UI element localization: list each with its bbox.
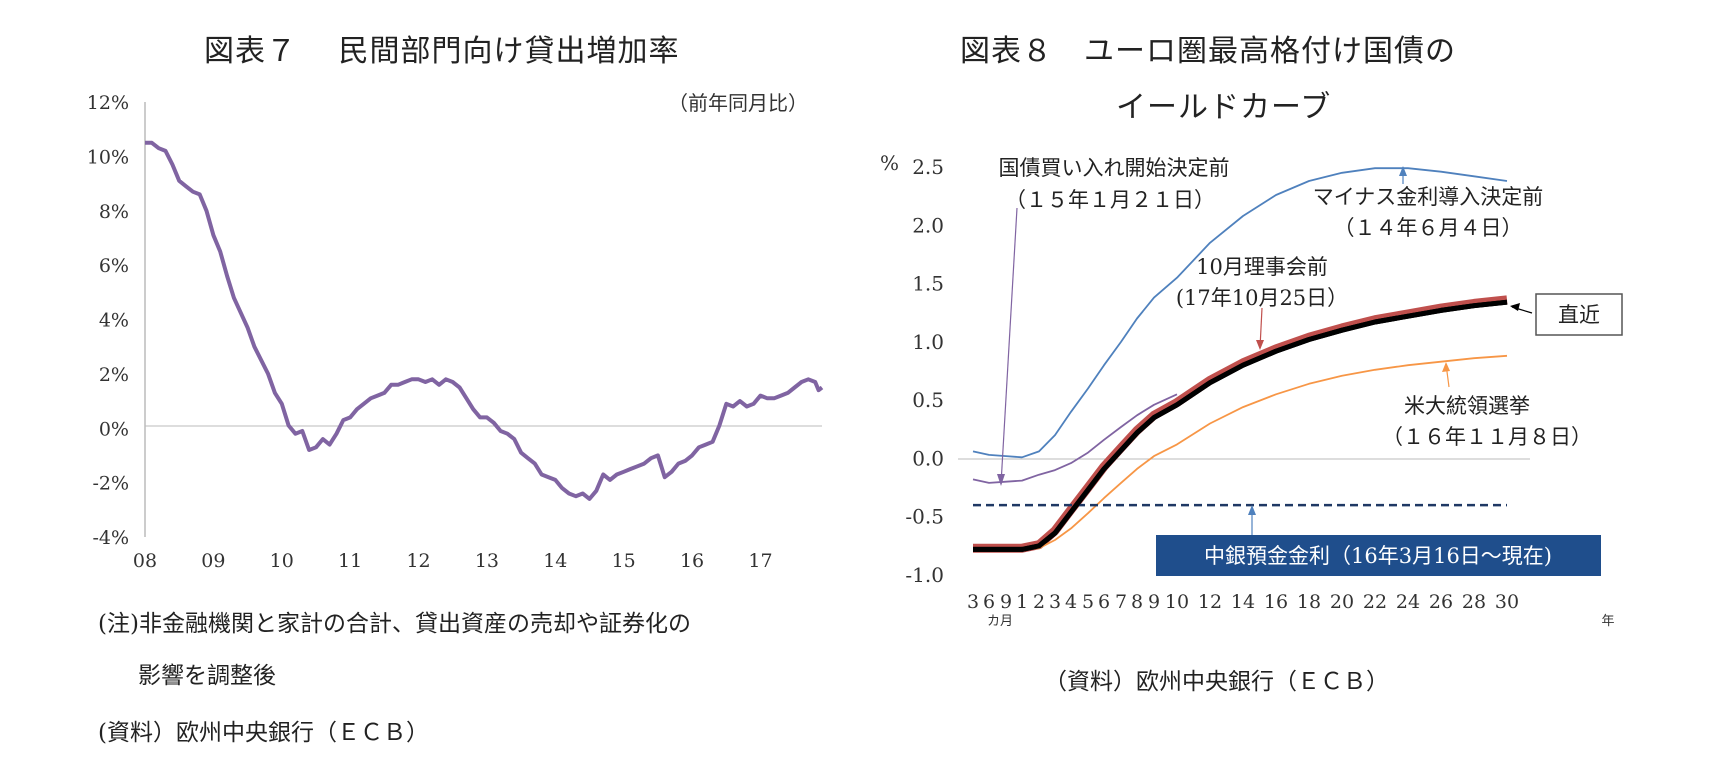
chart8-x-tick-label: 26 [1429,591,1453,613]
chart8-y-tick-label: 2.0 [912,213,944,237]
chart7-x-tick-label: 13 [475,550,499,572]
chart7-x-tick-label: 08 [133,550,157,572]
chart7-y-tick-label: -4% [92,527,129,549]
chart8-y-tick-label: 1.5 [912,272,944,296]
deposit-label: 中銀預金金利（16年3月16日～現在) [1204,544,1552,568]
chart7-y-tick-label: 10% [87,146,129,168]
chart8-x-tick-label: 3 [1049,591,1061,613]
chart7-y-tick-label: -2% [92,473,129,495]
chart8-x-tick-label: 16 [1264,591,1288,613]
latest-label: 直近 [1558,303,1600,327]
qe-arrow [1000,207,1018,485]
chart8-x-tick-label: 6 [1098,591,1110,613]
chart7-plot: （前年同月比） 12% 10% 8% 6% 4% 2% 0% -2% -4% 08 09 10 11 1… [87,91,824,572]
chart8-x-tick-label: 9 [1000,591,1012,613]
chart7-x-tick-label: 10 [270,550,294,572]
chart8-series-line-0 [972,167,1508,459]
chart7-x-tick-label: 15 [612,550,636,572]
chart8-x-tick-label: 8 [1131,591,1143,613]
chart7-x-tick-label: 12 [406,550,430,572]
chart8-x-tick-label: 24 [1396,591,1420,613]
chart7-series-line [145,140,824,501]
chart7-note-2: 影響を調整後 [138,663,276,689]
chart7-x-tick-label: 17 [748,550,772,572]
oct-label-1: 10月理事会前 [1196,255,1328,279]
chart8-x-tick-label: 6 [983,591,995,613]
chart8-x-tick-label: 28 [1462,591,1486,613]
chart8-series-line-1 [972,393,1178,484]
us-arrowhead [1442,362,1450,372]
chart7-x-tick-label: 14 [543,550,567,572]
chart8-x-tick-label: 30 [1495,591,1519,613]
chart8-x-tick-label: 20 [1330,591,1354,613]
chart8-x-sublabel-months: カ月 [987,614,1013,629]
chart8-y-tick-label: 0.5 [912,388,944,412]
chart7-x-tick-label: 16 [680,550,704,572]
chart8-y-tick-label: -1.0 [905,563,944,587]
chart7-title: 図表７ 民間部門向け貸出増加率 [204,34,680,69]
chart8-x-tick-label: 1 [1016,591,1028,613]
chart8-x-sublabel-years: 年 [1601,614,1614,629]
oct-arrowhead [1256,340,1264,350]
chart8-x-tick-label: 22 [1363,591,1387,613]
chart7-y-tick-label: 4% [99,310,129,332]
chart8-source: （資料）欧州中央銀行（ＥＣＢ） [1044,669,1389,695]
chart8-x-tick-label: 9 [1148,591,1160,613]
chart7-y-tick-label: 2% [99,364,129,386]
chart7-note-1: (注)非金融機関と家計の合計、貸出資産の売却や証券化の [98,611,691,637]
qe-label-2: （１５年１月２１日） [1005,188,1215,212]
us-label-2: （１６年１１月８日） [1382,425,1592,449]
chart7-unit-note: （前年同月比） [668,91,808,115]
oct-label-2: (17年10月25日） [1176,286,1348,310]
chart8-y-unit: % [880,151,899,175]
chart8-series-latest-top [973,299,1508,552]
chart8-x-tick-label: 5 [1082,591,1094,613]
chart8-x-tick-label: 14 [1231,591,1255,613]
chart8-x-tick-label: 2 [1033,591,1045,613]
us-label-1: 米大統領選挙 [1404,394,1530,418]
chart8-x-tick-label: 7 [1115,591,1127,613]
chart7-y-tick-label: 6% [99,255,129,277]
chart7-x-tick-label: 09 [201,550,225,572]
chart8-x-tick-label: 4 [1065,591,1077,613]
qe-arrowhead [997,474,1005,486]
chart7-source: (資料）欧州中央銀行（ＥＣＢ） [98,720,429,746]
qe-label-1: 国債買い入れ開始決定前 [999,156,1230,180]
neg-arrowhead [1399,166,1407,176]
chart7-y-tick-label: 12% [87,92,129,114]
chart8-x-tick-label: 10 [1165,591,1189,613]
chart8-y-tick-label: -0.5 [905,505,944,529]
chart8-title-line2: イールドカーブ [1116,90,1332,125]
latest-box [1535,293,1623,336]
neg-label-1: マイナス金利導入決定前 [1313,185,1544,209]
chart7-x-tick-label: 11 [338,550,362,572]
chart8-y-tick-label: 1.0 [912,330,944,354]
chart8-series-line-4 [973,354,1508,551]
chart7-y-tick-label: 8% [99,201,129,223]
chart8-y-tick-label: 0.0 [912,446,944,470]
chart7-y-tick-label: 0% [99,418,129,440]
chart8-title-line1: 図表８ ユーロ圏最高格付け国債の [960,34,1456,69]
neg-label-2: （１４年６月４日） [1334,216,1523,240]
deposit-box [1156,535,1601,576]
chart8-x-tick-label: 3 [967,591,979,613]
latest-arrowhead [1510,303,1520,311]
chart8-x-tick-label: 12 [1198,591,1222,613]
chart8-y-tick-label: 2.5 [912,155,944,179]
deposit-arrowhead [1248,505,1256,515]
chart8-x-tick-label: 18 [1297,591,1321,613]
